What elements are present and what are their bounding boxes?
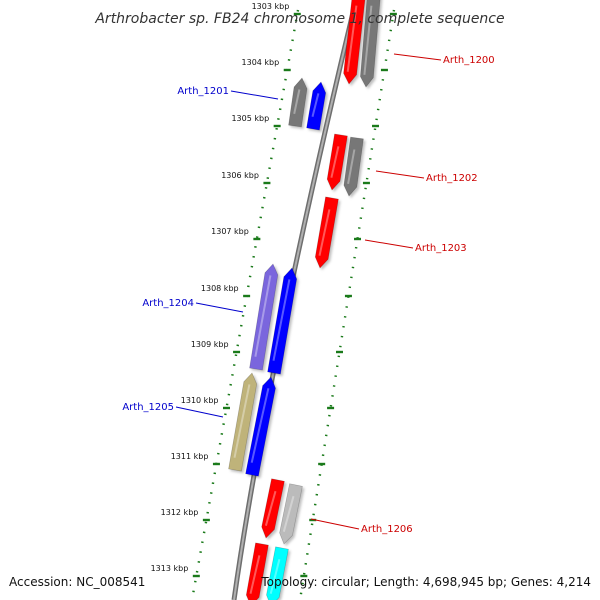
gene-highlight [269, 559, 281, 594]
gene-label: Arth_1202 [426, 173, 478, 184]
gene-label: Arth_1200 [443, 55, 495, 66]
gene-arrow [360, 0, 381, 88]
gene-arrow [245, 376, 276, 477]
gene-label-leader [364, 239, 414, 249]
gene-arrow [267, 267, 298, 375]
tick-label: 1313 kbp [151, 564, 189, 573]
gene-highlight [330, 146, 340, 178]
gene-highlight [250, 388, 270, 463]
gene-arrow [288, 77, 308, 128]
gene-label: Arth_1203 [415, 243, 467, 254]
gene-highlight [264, 490, 277, 526]
gene-label: Arth_1205 [122, 402, 174, 413]
gene-label: Arth_1204 [142, 298, 194, 309]
gene-label-leader [393, 53, 442, 61]
gene-arrow [266, 546, 289, 600]
gene-arrow [261, 478, 285, 539]
gene-arrow [326, 133, 348, 191]
tick-label: 1309 kbp [191, 340, 229, 349]
gene-arrow [314, 196, 339, 269]
gene-label: Arth_1206 [361, 524, 413, 535]
map-title: Arthrobacter sp. FB24 chromosome 1, comp… [94, 11, 504, 27]
tick-label: 1312 kbp [161, 508, 199, 517]
gene-highlight [272, 279, 291, 361]
gene-arrow [343, 136, 364, 197]
gene-arrow [245, 542, 269, 600]
tick-label: 1308 kbp [201, 284, 239, 293]
gene-highlight [346, 5, 358, 72]
gene-label-leader [195, 302, 244, 313]
accession-text: Accession: NC_008541 [9, 575, 145, 589]
gene-arrow [306, 81, 327, 131]
gene-arrow [249, 263, 279, 371]
gene-arrow [343, 0, 366, 85]
gene-label-leader [175, 406, 224, 418]
tick-label: 1303 kbp [252, 2, 290, 11]
gene-highlight [254, 275, 272, 357]
gene-labels: Arth_1200 Arth_1201 Arth_1202 Arth_1203 Arth… [122, 53, 495, 535]
gene-highlight [282, 495, 295, 532]
gene-arrow [279, 483, 303, 545]
gene-highlight [311, 93, 320, 117]
gene-highlight [249, 555, 261, 594]
gene-label-leader [375, 170, 425, 179]
tick-label: 1311 kbp [171, 452, 209, 461]
tick-label: 1310 kbp [181, 396, 219, 405]
tick-label: 1304 kbp [242, 58, 280, 67]
gene-highlight [293, 89, 301, 115]
gene-highlight [318, 209, 331, 256]
gene-label: Arth_1201 [177, 86, 229, 97]
tick-label: 1307 kbp [211, 227, 249, 236]
tick-label: 1306 kbp [221, 171, 259, 180]
gene-highlight [363, 5, 373, 75]
gene-arrow [228, 372, 258, 472]
gene-highlight [347, 149, 356, 184]
gene-label-leader [230, 90, 279, 100]
gene-highlight [233, 384, 251, 458]
tick-label: 1305 kbp [231, 114, 269, 123]
gene-features [228, 0, 381, 600]
gene-label-leader [310, 518, 360, 530]
tick-marks: 1303 kbp 1304 kbp 1305 kbp 1306 kbp 1307 kbp… [151, 2, 397, 578]
topology-text: Topology: circular; Length: 4,698,945 bp… [260, 575, 591, 589]
